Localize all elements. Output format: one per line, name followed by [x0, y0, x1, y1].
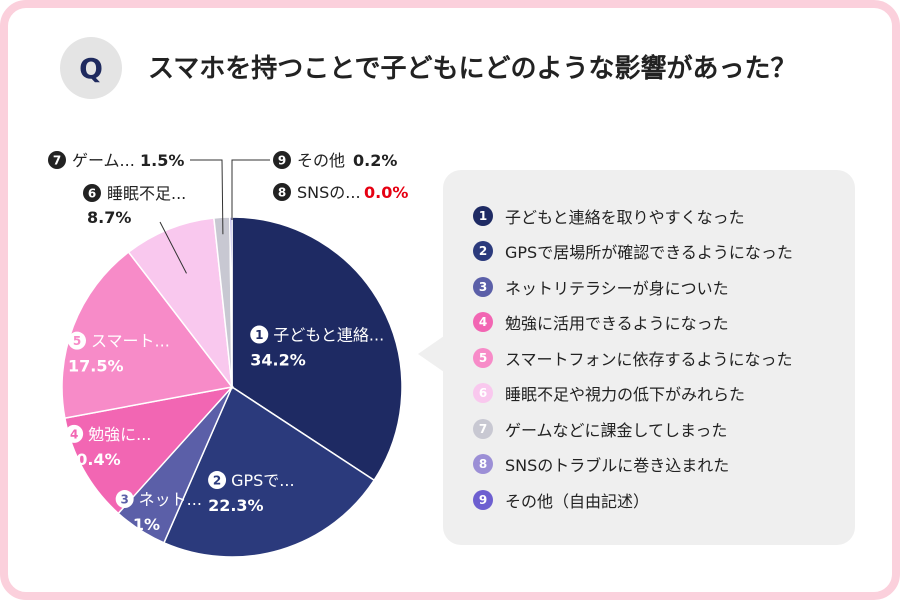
legend-swatch-9: 9 — [473, 489, 493, 510]
legend-label-2: GPSで居場所が確認できるようになった — [505, 243, 793, 263]
legend-list: 1 子どもと連絡を取りやすくなった 2 GPSで居場所が確認できるようになった 3 ネット… — [473, 198, 793, 518]
slice-label-6: 睡眠不足... — [107, 184, 186, 203]
legend-swatch-6: 6 — [473, 383, 493, 404]
legend-item-8: 8 SNSのトラブルに巻き込まれた — [473, 447, 793, 483]
slice-value-4: 10.4% — [65, 450, 121, 469]
slice-number-6: 6 — [88, 187, 96, 201]
pie-slice-2 — [162, 385, 376, 558]
legend-item-7: 7 ゲームなどに課金してしまった — [473, 411, 793, 447]
slice-number-badge-3 — [115, 490, 134, 509]
leader-line-6 — [159, 221, 187, 274]
slice-number-7: 7 — [53, 154, 61, 168]
legend-label-5: スマートフォンに依存するようになった — [505, 349, 793, 369]
slice-value-7: 1.5% — [140, 151, 184, 170]
slice-number-9: 9 — [278, 154, 286, 168]
slice-number-5: 5 — [73, 334, 81, 348]
slice-value-3: 5.1% — [116, 515, 160, 534]
legend-label-8: SNSのトラブルに巻き込まれた — [505, 456, 730, 476]
slice-number-badge-4 — [65, 424, 84, 443]
slice-number-3: 3 — [120, 493, 128, 507]
question-badge: Q — [60, 37, 122, 99]
leader-line-7 — [190, 159, 224, 235]
legend-item-2: 2 GPSで居場所が確認できるようになった — [473, 234, 793, 270]
legend-label-6: 睡眠不足や視力の低下がみれらた — [505, 385, 746, 405]
slice-number-badge-1 — [250, 325, 269, 344]
legend-item-3: 3 ネットリテラシーが身についた — [473, 269, 793, 305]
legend-item-5: 5 スマートフォンに依存するようになった — [473, 340, 793, 376]
slice-label-3: ネット... — [139, 490, 202, 509]
slice-value-8: 0.0% — [364, 183, 408, 202]
legend-label-3: ネットリテラシーが身についた — [505, 278, 729, 298]
slice-number-4: 4 — [70, 427, 78, 441]
legend-panel: 1 子どもと連絡を取りやすくなった 2 GPSで居場所が確認できるようになった 3 ネット… — [443, 170, 855, 545]
slice-number-2: 2 — [213, 474, 221, 488]
chart-title: スマホを持つことで子どもにどのような影響があった？ — [148, 54, 797, 84]
slice-value-2: 22.3% — [208, 496, 264, 515]
slice-label-7: ゲーム... — [72, 151, 135, 170]
pie-slice-5 — [61, 251, 234, 419]
legend-item-6: 6 睡眠不足や視力の低下がみれらた — [473, 376, 793, 412]
slice-number-8: 8 — [278, 186, 286, 200]
slice-label-5: スマート... — [91, 332, 170, 351]
slice-value-1: 34.2% — [250, 351, 306, 370]
legend-item-4: 4 勉強に活用できるようになった — [473, 305, 793, 341]
legend-pointer — [418, 336, 444, 372]
legend-item-1: 1 子どもと連絡を取りやすくなった — [473, 198, 793, 234]
legend-label-1: 子どもと連絡を取りやすくなった — [505, 207, 745, 227]
slice-number-badge-5 — [68, 331, 87, 350]
legend-swatch-2: 2 — [473, 241, 493, 262]
legend-swatch-1: 1 — [473, 205, 493, 226]
pie-slice-6 — [127, 217, 234, 390]
legend-label-7: ゲームなどに課金してしまった — [505, 420, 728, 440]
slice-value-5: 17.5% — [68, 357, 124, 376]
legend-label-4: 勉強に活用できるようになった — [505, 314, 729, 334]
slice-number-badge-8 — [273, 183, 291, 201]
slice-label-1: 子どもと連絡... — [273, 326, 384, 345]
slice-label-4: 勉強に... — [88, 425, 151, 444]
legend-swatch-3: 3 — [473, 276, 493, 297]
slice-number-badge-6 — [83, 184, 101, 202]
legend-swatch-4: 4 — [473, 312, 493, 333]
legend-item-9: 9 その他（自由記述） — [473, 482, 793, 518]
slice-number-1: 1 — [255, 328, 263, 342]
slice-label-2: GPSで... — [231, 471, 294, 490]
slice-value-6: 8.7% — [87, 208, 131, 227]
legend-swatch-8: 8 — [473, 454, 493, 475]
slice-number-badge-2 — [208, 471, 227, 490]
leader-line-9 — [231, 159, 270, 220]
legend-label-9: その他（自由記述） — [505, 491, 650, 511]
slice-label-8: SNSの... — [297, 183, 361, 202]
slice-number-badge-7 — [48, 151, 66, 169]
slice-number-badge-9 — [273, 151, 291, 169]
slice-label-9: その他 — [297, 151, 345, 170]
pie-slice-4 — [63, 385, 235, 515]
slice-value-9: 0.2% — [353, 151, 397, 170]
legend-swatch-5: 5 — [473, 347, 493, 368]
legend-swatch-7: 7 — [473, 418, 493, 439]
